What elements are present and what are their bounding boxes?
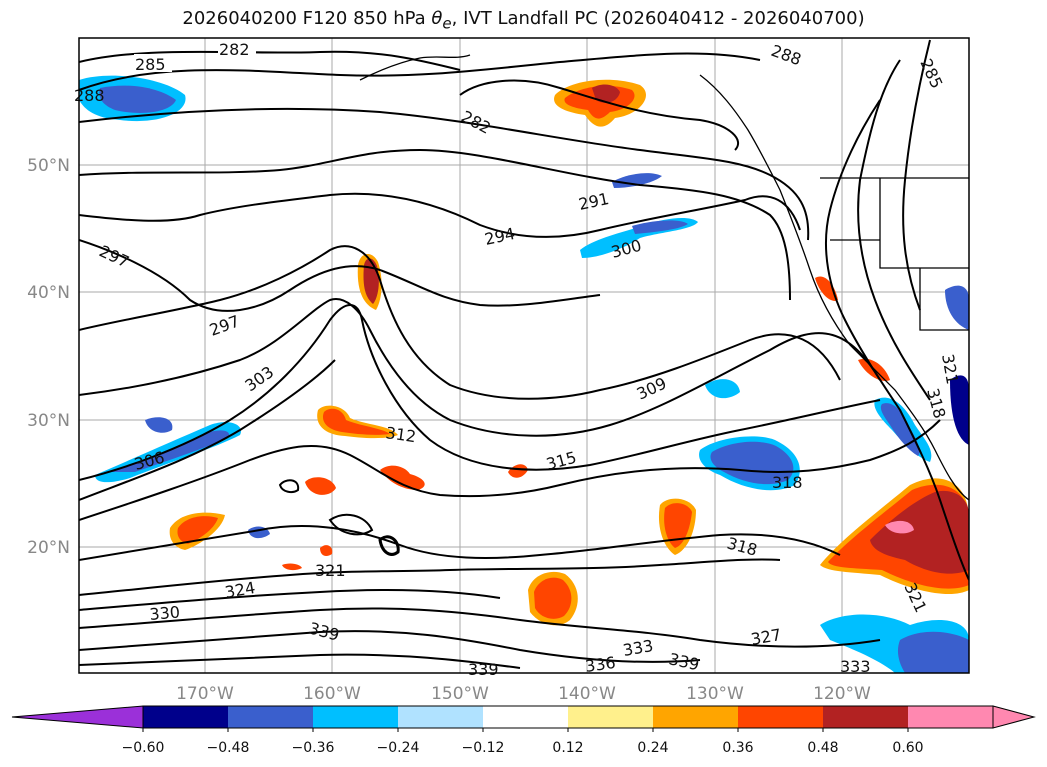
pos-blob-c-core [177,516,218,544]
pos-blob-a [305,477,336,495]
title-symbol: θ [431,8,443,29]
contour-label: 333 [840,657,871,676]
colorbar-label: 0.12 [552,740,583,756]
neg-blob-nw-core [99,85,176,113]
colorbar-label: 0.60 [892,740,923,756]
colorbar-bin [398,706,483,728]
neg-blob-45n-core [632,220,688,234]
colorbar: −0.60 −0.48 −0.36 −0.24 −0.12 0.12 0.24 0.36 0.4… [11,705,1036,756]
contour-label: 288 [74,86,105,105]
colorbar-label: −0.12 [462,740,505,756]
lon-tick: 120°W [813,684,871,704]
lon-tick-labels: 170°W 160°W 150°W 140°W 130°W 120°W [176,684,871,704]
colorbar-bin [483,706,568,728]
pos-blob-goa-core [592,84,620,103]
contour-label: 336 [584,653,617,676]
contour-label: 318 [772,473,803,492]
neg-blob-48n [612,173,662,188]
colorbar-under-arrow [11,705,144,729]
neg-blob-32n [145,417,173,433]
neg-blob-se-bottom-core [897,631,969,673]
colorbar-bin [653,706,738,728]
contour-label: 282 [219,40,250,59]
lat-tick-labels: 50°N 40°N 30°N 20°N [27,156,70,558]
lat-tick: 30°N [27,411,70,431]
neg-blob-26n-core [710,441,794,485]
colorbar-bin [823,706,908,728]
neg-blob-32n-east [705,379,740,399]
colorbar-bin [313,706,398,728]
lon-tick: 130°W [686,684,744,704]
colorbar-bin [568,706,653,728]
contour-label: 312 [384,423,417,446]
neg-blob-east-38n [945,285,969,330]
colorbar-label: 0.36 [722,740,753,756]
lat-tick: 20°N [27,538,70,558]
colorbar-bin [908,706,993,728]
map-background [79,38,969,673]
contour-label: 285 [135,55,166,74]
title-level: 850 hPa [353,8,426,29]
colorbar-label: −0.24 [377,740,420,756]
lon-tick: 150°W [431,684,489,704]
contour-label: 330 [149,602,181,624]
colorbar-bin [228,706,313,728]
colorbar-bin [143,706,228,728]
colorbar-over-arrow [992,705,1036,729]
map-title: 2026040200 F120 850 hPa θe, IVT Landfall… [0,8,1047,33]
colorbar-bin [738,706,823,728]
colorbar-label: −0.60 [122,740,165,756]
map-frame [78,37,970,674]
pos-blob-d [508,464,528,478]
neg-blob-east-edge [950,375,969,445]
lon-tick: 160°W [303,684,361,704]
title-subscript: e [442,14,452,33]
colorbar-label: −0.36 [292,740,335,756]
title-forecast: F120 [302,8,348,29]
pos-blob-f [282,563,302,571]
title-rest: , IVT Landfall PC (2026040412 - 20260407… [451,8,865,29]
map-content [79,38,969,673]
pos-blob-30n-core [322,408,390,435]
pos-blob-coast2 [815,276,838,301]
contour-label: 321 [315,561,346,580]
lat-tick: 50°N [27,156,70,176]
colorbar-label: 0.24 [637,740,668,756]
pos-blob-b [380,465,425,490]
lat-tick: 40°N [27,283,70,303]
pos-blob-22n-core [664,503,692,548]
pos-blob-se-pink [885,520,914,534]
ivt-fill [79,75,969,673]
colorbar-label: −0.48 [207,740,250,756]
lon-tick: 140°W [558,684,616,704]
colorbar-label: 0.48 [807,740,838,756]
contour-label: 339 [468,660,499,679]
title-init: 2026040200 [182,8,297,29]
pos-blob-e [320,545,333,556]
coastlines [359,54,969,501]
pos-blob-17n-core [534,577,572,619]
lon-tick: 170°W [176,684,234,704]
theta-e-contours [79,39,969,669]
